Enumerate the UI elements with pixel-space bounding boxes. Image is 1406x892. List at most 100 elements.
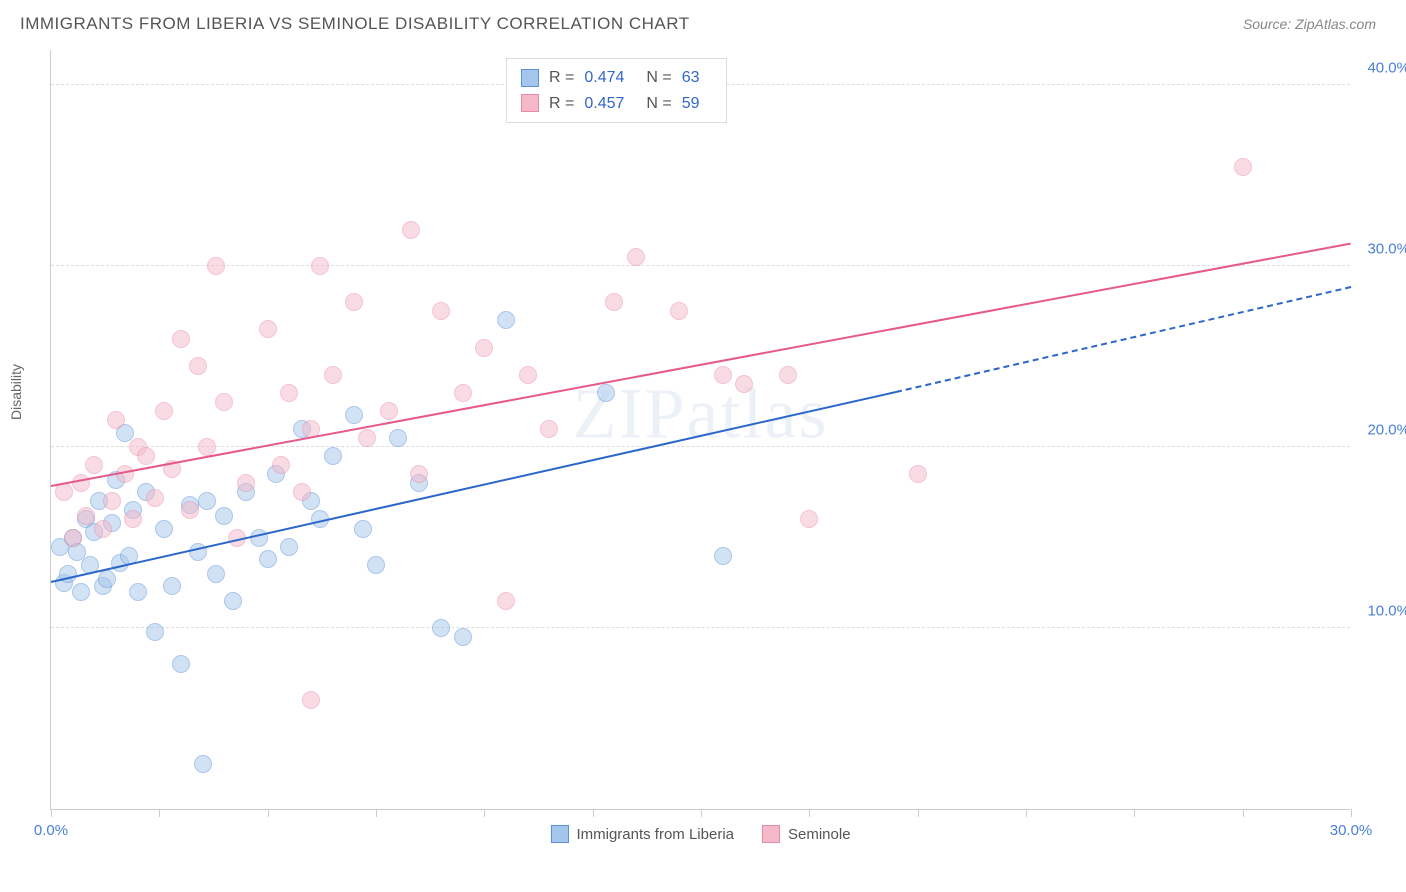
- data-point: [597, 384, 615, 402]
- data-point: [155, 402, 173, 420]
- data-point: [800, 510, 818, 528]
- data-point: [293, 483, 311, 501]
- data-point: [432, 619, 450, 637]
- data-point: [714, 547, 732, 565]
- data-point: [302, 691, 320, 709]
- y-tick-label: 40.0%: [1367, 60, 1406, 77]
- data-point: [280, 384, 298, 402]
- data-point: [714, 366, 732, 384]
- data-point: [497, 311, 515, 329]
- data-point: [103, 492, 121, 510]
- x-tick: [268, 809, 269, 817]
- data-point: [98, 570, 116, 588]
- data-point: [324, 366, 342, 384]
- stat-r-value: 0.457: [584, 91, 624, 117]
- stat-n-value: 59: [682, 91, 700, 117]
- data-point: [380, 402, 398, 420]
- trend-line: [51, 391, 896, 583]
- y-tick-label: 20.0%: [1367, 422, 1406, 439]
- data-point: [367, 556, 385, 574]
- series-legend-item: Seminole: [762, 825, 851, 843]
- legend-swatch: [521, 94, 539, 112]
- data-point: [194, 755, 212, 773]
- y-axis-label: Disability: [8, 364, 24, 420]
- data-point: [345, 293, 363, 311]
- data-point: [779, 366, 797, 384]
- y-tick-label: 30.0%: [1367, 241, 1406, 258]
- stat-r-label: R =: [549, 91, 574, 117]
- data-point: [432, 302, 450, 320]
- data-point: [198, 492, 216, 510]
- data-point: [670, 302, 688, 320]
- data-point: [454, 384, 472, 402]
- stat-n-label: N =: [646, 65, 671, 91]
- series-legend: Immigrants from Liberia Seminole: [550, 825, 850, 843]
- x-tick: [1026, 809, 1027, 817]
- x-tick-label: 0.0%: [34, 822, 68, 839]
- stat-n-value: 63: [682, 65, 700, 91]
- chart-source: Source: ZipAtlas.com: [1243, 16, 1376, 32]
- data-point: [475, 339, 493, 357]
- trend-line: [896, 286, 1351, 393]
- data-point: [172, 655, 190, 673]
- data-point: [540, 420, 558, 438]
- data-point: [207, 257, 225, 275]
- data-point: [605, 293, 623, 311]
- data-point: [519, 366, 537, 384]
- stat-n-label: N =: [646, 91, 671, 117]
- gridline-h: [51, 446, 1350, 447]
- series-label: Seminole: [788, 826, 851, 843]
- data-point: [410, 465, 428, 483]
- gridline-h: [51, 265, 1350, 266]
- data-point: [207, 565, 225, 583]
- trend-line: [51, 242, 1351, 486]
- data-point: [94, 520, 112, 538]
- data-point: [324, 447, 342, 465]
- data-point: [129, 583, 147, 601]
- data-point: [354, 520, 372, 538]
- data-point: [198, 438, 216, 456]
- stat-legend-row: R =0.474N =63: [521, 65, 712, 91]
- gridline-h: [51, 627, 1350, 628]
- x-tick: [376, 809, 377, 817]
- series-legend-item: Immigrants from Liberia: [550, 825, 734, 843]
- stat-legend: R =0.474N =63R =0.457N =59: [506, 58, 727, 123]
- data-point: [389, 429, 407, 447]
- stat-legend-row: R = 0.457 N = 59: [521, 91, 712, 117]
- data-point: [259, 550, 277, 568]
- series-label: Immigrants from Liberia: [576, 826, 734, 843]
- data-point: [181, 501, 199, 519]
- data-point: [454, 628, 472, 646]
- data-point: [735, 375, 753, 393]
- data-point: [345, 406, 363, 424]
- x-tick: [159, 809, 160, 817]
- x-tick: [701, 809, 702, 817]
- data-point: [77, 507, 95, 525]
- data-point: [311, 257, 329, 275]
- data-point: [259, 320, 277, 338]
- x-tick: [484, 809, 485, 817]
- data-point: [124, 510, 142, 528]
- chart-header: IMMIGRANTS FROM LIBERIA VS SEMINOLE DISA…: [0, 0, 1406, 40]
- data-point: [137, 447, 155, 465]
- x-tick: [51, 809, 52, 817]
- data-point: [497, 592, 515, 610]
- x-tick: [809, 809, 810, 817]
- data-point: [64, 529, 82, 547]
- data-point: [224, 592, 242, 610]
- x-tick: [1243, 809, 1244, 817]
- data-point: [172, 330, 190, 348]
- data-point: [72, 583, 90, 601]
- data-point: [402, 221, 420, 239]
- data-point: [627, 248, 645, 266]
- data-point: [189, 357, 207, 375]
- data-point: [55, 483, 73, 501]
- data-point: [909, 465, 927, 483]
- x-tick: [1134, 809, 1135, 817]
- data-point: [215, 393, 233, 411]
- x-tick: [1351, 809, 1352, 817]
- data-point: [215, 507, 233, 525]
- data-point: [146, 623, 164, 641]
- data-point: [1234, 158, 1252, 176]
- chart-title: IMMIGRANTS FROM LIBERIA VS SEMINOLE DISA…: [20, 14, 690, 34]
